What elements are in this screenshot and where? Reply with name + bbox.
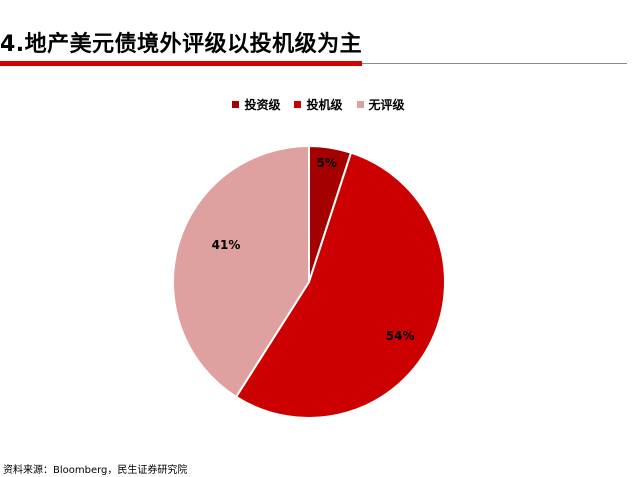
legend-item-unrated: 无评级 <box>356 96 405 113</box>
pie-data-label: 5% <box>316 156 336 170</box>
title-underline-red <box>0 61 362 66</box>
page-title: 4.地产美元债境外评级以投机级为主 <box>0 32 363 57</box>
legend-label: 投机级 <box>306 98 343 112</box>
legend-label: 投资级 <box>244 98 281 112</box>
source-note: 资料来源：Bloomberg，民生证券研究院 <box>3 465 188 476</box>
title-underline-grey <box>362 63 627 64</box>
legend-swatch <box>356 101 364 108</box>
pie-slice-2 <box>172 144 310 399</box>
legend-label: 无评级 <box>368 98 405 112</box>
pie-slice-1 <box>234 151 446 419</box>
chart-legend: 投资级 投机级 无评级 <box>0 96 637 113</box>
legend-swatch <box>232 101 240 108</box>
legend-swatch <box>294 101 302 108</box>
pie-data-label: 41% <box>212 238 241 252</box>
legend-item-investment: 投资级 <box>232 96 280 113</box>
pie-data-label: 54% <box>386 329 415 343</box>
legend-item-speculative: 投机级 <box>294 96 343 113</box>
